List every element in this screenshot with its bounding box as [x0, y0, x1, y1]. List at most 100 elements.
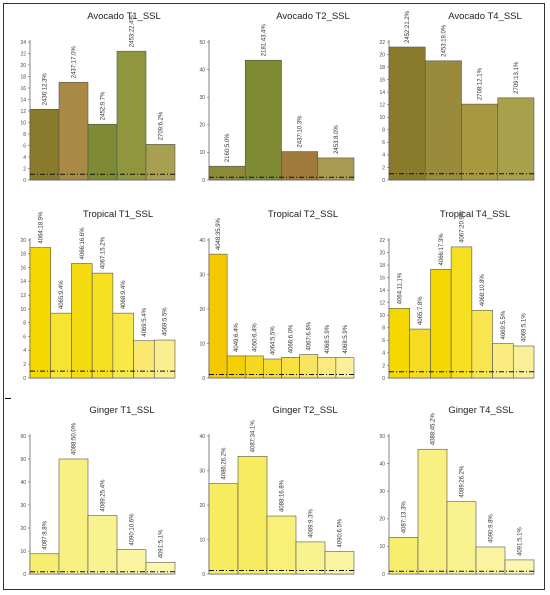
bar: [58, 458, 89, 575]
y-tick-label: 18: [20, 252, 26, 258]
bar-label: 4066:6.0%: [289, 324, 295, 353]
y-tick-label: 18: [379, 65, 385, 71]
bar-label: 4068:10.8%: [480, 274, 486, 307]
bar-label: 2453:19.0%: [441, 24, 447, 57]
y-tick-label: 20: [379, 52, 385, 58]
figure-frame: [3, 3, 545, 590]
chart-title: Ginger T4_SSL: [448, 405, 513, 416]
y-tick-label: 4: [23, 348, 26, 354]
y-tick-label: 20: [199, 123, 205, 129]
bar-label: 2437:10.3%: [298, 115, 304, 148]
bar: [497, 97, 535, 181]
y-tick-label: 0: [23, 572, 26, 578]
bar-label: 2160:5.0%: [225, 133, 231, 162]
bar-label: 4066:17.3%: [439, 233, 445, 266]
bar: [335, 357, 355, 379]
y-tick-label: 0: [382, 572, 385, 578]
bar: [153, 339, 176, 379]
y-tick-label: 20: [20, 238, 26, 244]
bar-label: 4065:9.4%: [59, 280, 65, 309]
chart-title: Avocado T1_SSL: [87, 11, 161, 22]
y-tick-label: 10: [199, 150, 205, 156]
y-tick-label: 12: [20, 293, 26, 299]
y-tick-label: 40: [199, 434, 205, 440]
bar-label: 4069:5.1%: [522, 313, 528, 342]
y-tick-label: 40: [379, 461, 385, 467]
bar: [461, 103, 499, 181]
y-tick-label: 24: [20, 40, 26, 46]
y-tick-label: 40: [199, 67, 205, 73]
bar: [208, 483, 239, 575]
y-tick-label: 10: [20, 120, 26, 126]
y-tick-label: 6: [23, 143, 26, 149]
bar: [409, 328, 431, 379]
y-tick-label: 10: [379, 115, 385, 121]
y-tick-label: 50: [20, 457, 26, 463]
chart-panel-5: Tropical T2_SSL 0 10 20 30 40 4048:35.9% 4049:6…: [199, 209, 355, 382]
y-tick-label: 0: [23, 376, 26, 382]
y-tick-label: 4: [382, 351, 385, 357]
bar: [133, 340, 155, 379]
bar: [388, 308, 411, 379]
bar: [475, 546, 506, 575]
y-tick-label: 2: [382, 363, 385, 369]
bar: [87, 515, 118, 575]
bar-label: 2436:12.3%: [43, 73, 49, 106]
y-tick-label: 8: [23, 321, 26, 327]
y-tick-label: 4: [382, 153, 385, 159]
bar-label: 4090:10.6%: [130, 513, 136, 546]
bar-label: 4090:6.5%: [338, 518, 344, 547]
bar-label: 4087:8.8%: [43, 520, 49, 549]
y-tick-label: 20: [20, 526, 26, 532]
chart-panel-4: Tropical T1_SSL 0 2 4 6 8 10 12 14 16 18 20 4064:18.…: [20, 209, 176, 382]
bar-label: 4089:25.4%: [101, 479, 107, 512]
bar: [29, 247, 52, 379]
y-tick-label: 30: [199, 95, 205, 101]
y-tick-label: 14: [20, 279, 26, 285]
chart-title: Avocado T4_SSL: [448, 11, 522, 22]
y-tick-label: 10: [20, 307, 26, 313]
bar: [263, 358, 282, 379]
y-tick-label: 0: [382, 376, 385, 382]
bar-label: 2453:22.4%: [130, 15, 136, 48]
bar-label: 4086:26.2%: [222, 447, 228, 480]
bar-label: 4050:6.4%: [252, 323, 258, 352]
bar-label: 2452:21.2%: [405, 10, 411, 43]
y-tick-label: 20: [20, 63, 26, 69]
y-tick-label: 6: [382, 338, 385, 344]
bar-label: 4064:18.9%: [38, 211, 44, 244]
bar-label: 4064:5.5%: [270, 326, 276, 355]
y-tick-label: 22: [20, 51, 26, 57]
bar: [116, 50, 147, 181]
bar-label: 4069:5.4%: [142, 307, 148, 336]
chart-panel-2: Avocado T2_SSL 0 10 20 30 40 50 2160:5.0% 2181:4…: [199, 11, 355, 184]
bar: [29, 108, 60, 181]
bar: [430, 269, 452, 379]
y-tick-label: 20: [199, 503, 205, 509]
bar-label: 4069:5.5%: [163, 307, 169, 336]
bar-label: 2708:12.1%: [478, 67, 484, 100]
bar: [388, 46, 426, 181]
y-tick-label: 16: [379, 275, 385, 281]
y-tick-label: 0: [202, 572, 205, 578]
y-tick-label: 10: [199, 537, 205, 543]
bar: [417, 448, 448, 575]
y-tick-label: 2: [23, 166, 26, 172]
chart-title: Ginger T1_SSL: [89, 405, 154, 416]
y-tick-label: 22: [379, 238, 385, 244]
bar-label: 4089:9.3%: [309, 509, 315, 538]
bar: [450, 246, 473, 379]
y-tick-label: 16: [20, 86, 26, 92]
y-tick-label: 30: [379, 489, 385, 495]
y-tick-label: 50: [199, 40, 205, 46]
chart-panel-3: Avocado T4_SSL 0 2 4 6 8 10 12 14 16 18 20 22 2452:21…: [379, 10, 535, 184]
chart-title: Tropical T4_SSL: [440, 209, 510, 220]
bar-label: 4088:16.8%: [280, 479, 286, 512]
bar-label: 4087:13.3%: [402, 501, 408, 534]
bar-label: 4068:5.9%: [343, 324, 349, 353]
y-tick-label: 4: [23, 155, 26, 161]
bar-label: 4049:6.4%: [234, 323, 240, 352]
separator-mark: [5, 398, 11, 399]
bar-label: 4068:9.4%: [121, 280, 127, 309]
y-tick-label: 0: [202, 376, 205, 382]
